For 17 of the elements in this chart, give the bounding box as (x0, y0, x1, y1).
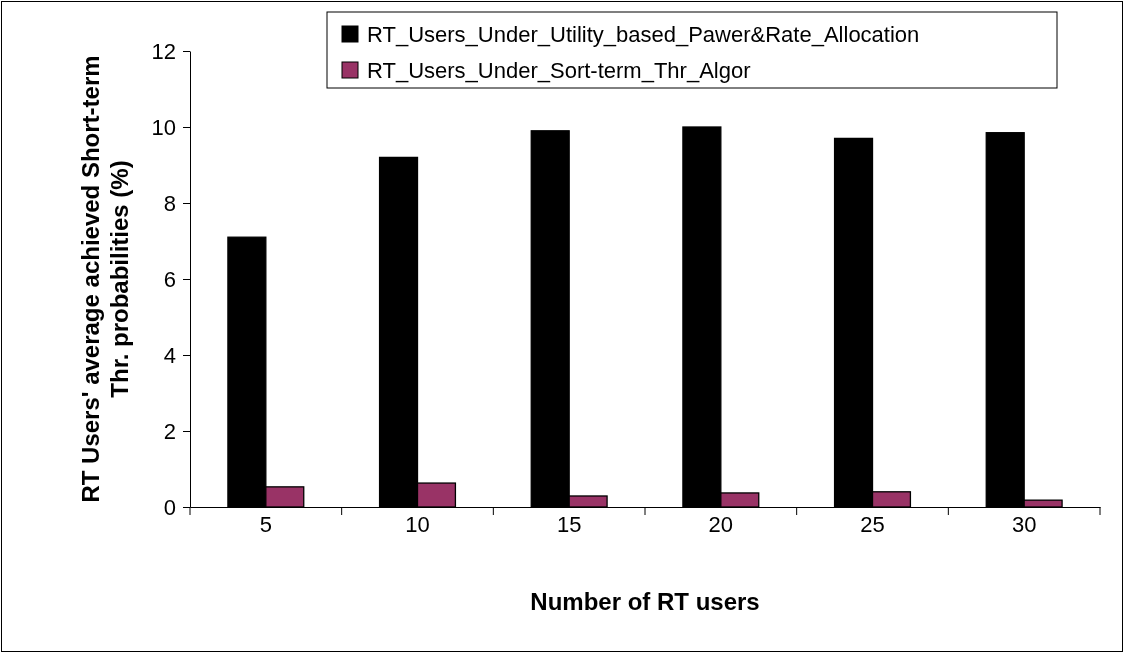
y-tick-label: 6 (163, 266, 176, 292)
x-axis-title: Number of RT users (530, 588, 760, 615)
y-tick-label: 10 (151, 114, 176, 140)
y-tick-label: 12 (151, 38, 176, 64)
legend-label: RT_Users_Under_Sort-term_Thr_Algor (367, 58, 751, 83)
y-tick-label: 0 (163, 494, 176, 520)
x-tick-label: 20 (708, 512, 734, 537)
x-tick-label: 30 (1011, 512, 1037, 537)
y-tick-label: 4 (163, 342, 176, 368)
x-tick-label: 10 (405, 512, 430, 537)
x-tick-label: 15 (556, 512, 582, 537)
x-tick-label: 25 (860, 512, 885, 537)
y-axis-title: RT Users' average achieved Short-term Thr. probabilities (%) (77, 55, 133, 503)
y-tick-label: 8 (163, 190, 176, 216)
x-tick-label: 5 (259, 512, 272, 537)
y-tick-label: 2 (163, 418, 176, 444)
legend-label: RT_Users_Under_Utility_based_Pawer&Rate_Allocation (367, 22, 920, 47)
